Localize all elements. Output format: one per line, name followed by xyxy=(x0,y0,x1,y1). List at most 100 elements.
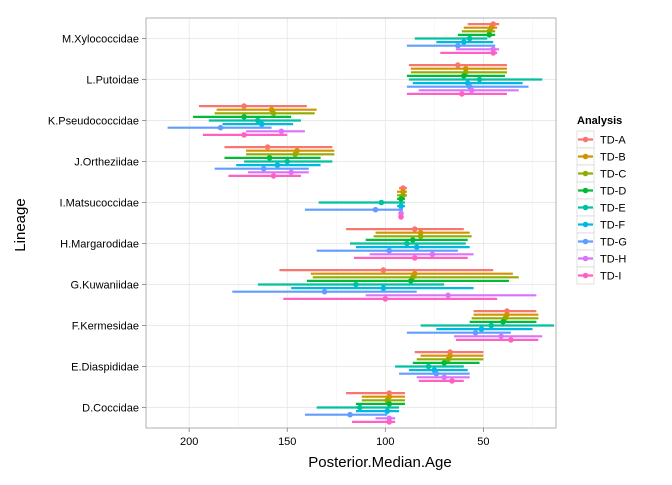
legend-key-point xyxy=(582,238,589,245)
median-point xyxy=(270,173,277,179)
legend-title: Analysis xyxy=(577,115,622,127)
median-point xyxy=(398,214,404,220)
legend-label: TD-B xyxy=(600,152,626,164)
median-point xyxy=(441,374,447,381)
y-tick-label: F.Kermesidae xyxy=(72,321,139,333)
median-point xyxy=(258,121,265,127)
series-td-a xyxy=(198,21,537,396)
legend-item-td-g: TD-G xyxy=(576,232,627,251)
median-point xyxy=(321,288,328,295)
x-axis: 200 150 100 50 xyxy=(180,428,490,448)
y-tick-label: K.Pseudococcidae xyxy=(48,116,139,128)
median-point xyxy=(386,419,393,425)
median-point xyxy=(241,114,247,120)
median-point xyxy=(459,91,465,97)
median-point xyxy=(408,278,414,284)
median-point xyxy=(472,329,479,336)
series-td-g xyxy=(167,42,529,418)
median-point xyxy=(433,370,440,377)
legend-label: TD-H xyxy=(600,254,626,266)
median-point xyxy=(217,124,224,131)
median-point xyxy=(409,237,416,243)
median-point xyxy=(398,196,404,202)
median-point xyxy=(398,203,404,209)
legend: Analysis TD-A TD-B TD-C TD-D TD-E TD-F TD-G TD-… xyxy=(576,115,627,285)
legend-label: TD-D xyxy=(600,186,626,198)
median-point xyxy=(498,333,504,340)
x-tick-label: 50 xyxy=(477,436,489,448)
median-point xyxy=(266,155,273,161)
legend-item-td-h: TD-H xyxy=(576,249,626,268)
median-point xyxy=(288,169,294,176)
x-tick-label: 200 xyxy=(180,436,198,448)
median-point xyxy=(264,144,271,150)
median-point xyxy=(460,73,467,79)
median-point xyxy=(445,292,451,299)
median-point xyxy=(476,76,483,83)
legend-label: TD-E xyxy=(600,203,626,215)
legend-item-td-a: TD-A xyxy=(576,130,626,149)
series-td-d xyxy=(193,32,537,407)
median-point xyxy=(466,35,473,42)
median-point xyxy=(292,151,298,158)
median-point xyxy=(386,401,393,407)
series-td-e xyxy=(208,35,555,411)
median-point xyxy=(417,233,424,240)
median-point xyxy=(260,165,267,172)
median-point xyxy=(445,356,451,363)
legend-label: TD-I xyxy=(600,271,621,283)
median-point xyxy=(478,326,485,332)
median-point xyxy=(255,117,261,124)
median-point xyxy=(490,50,497,56)
median-point xyxy=(449,378,455,384)
series-td-i xyxy=(202,50,539,425)
median-point xyxy=(429,251,436,258)
median-point xyxy=(386,247,393,254)
median-point xyxy=(382,296,389,302)
legend-key-point xyxy=(582,136,589,143)
legend-item-td-f: TD-F xyxy=(576,215,625,234)
median-point xyxy=(500,319,506,325)
y-tick-label: M.Xylococcidae xyxy=(62,34,139,46)
series-td-f xyxy=(222,39,533,414)
median-point xyxy=(380,285,387,291)
median-point xyxy=(404,240,410,247)
median-point xyxy=(425,363,432,370)
legend-item-td-d: TD-D xyxy=(576,181,626,200)
median-point xyxy=(468,87,475,94)
legend-key-point xyxy=(582,170,589,177)
x-axis-label: Posterior.Median.Age xyxy=(308,454,451,471)
x-tick-label: 100 xyxy=(376,436,394,448)
median-point xyxy=(508,337,514,343)
median-point xyxy=(413,244,420,250)
median-point xyxy=(241,103,247,109)
legend-item-td-i: TD-I xyxy=(576,266,621,285)
median-point xyxy=(278,128,285,135)
y-tick-label: I.Matsucoccidae xyxy=(60,198,139,210)
legend-key-point xyxy=(582,187,589,194)
y-tick-label: E.Diaspididae xyxy=(71,362,139,374)
y-tick-label: L.Putoidae xyxy=(86,75,139,87)
median-point xyxy=(372,206,379,213)
legend-key-point xyxy=(582,204,589,211)
median-point xyxy=(384,408,391,414)
y-tick-label: G.Kuwaniidae xyxy=(71,280,140,292)
median-point xyxy=(241,132,247,138)
median-point xyxy=(455,62,461,68)
panel-border xyxy=(145,17,557,429)
y-axis: D.Coccidae E.Diaspididae F.Kermesidae G.Kuw… xyxy=(48,34,146,415)
legend-key-point xyxy=(582,153,589,160)
legend-item-td-c: TD-C xyxy=(576,164,626,183)
median-point xyxy=(378,199,385,206)
median-point xyxy=(455,42,461,49)
legend-label: TD-G xyxy=(600,237,627,249)
median-point xyxy=(486,32,493,38)
median-point xyxy=(347,411,353,418)
median-point xyxy=(411,255,418,261)
median-point xyxy=(488,322,495,329)
median-point xyxy=(270,110,277,117)
median-point xyxy=(353,281,359,288)
median-point xyxy=(441,360,447,366)
legend-key-point xyxy=(582,272,589,279)
